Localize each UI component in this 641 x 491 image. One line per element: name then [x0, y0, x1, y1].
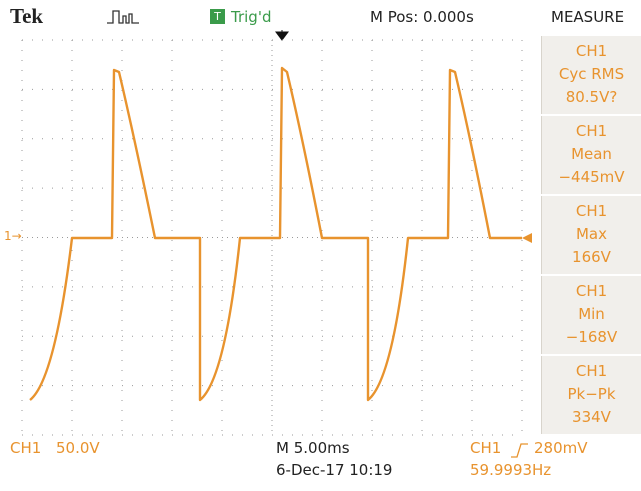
position: M Pos: 0.000s [370, 8, 474, 26]
measure-value: −445mV [558, 168, 625, 186]
acquire-icon [107, 10, 139, 24]
trigger-status: Trig'd [231, 8, 272, 26]
measure-box[interactable]: CH1 Mean −445mV [541, 116, 641, 194]
measure-label: Pk−Pk [567, 385, 616, 403]
measure-value: 166V [572, 248, 611, 266]
trigger-level: 280mV [534, 439, 588, 457]
measure-value: −168V [565, 328, 618, 346]
trigger-source: CH1 [470, 439, 502, 457]
brand: Tek [10, 4, 44, 28]
measure-channel: CH1 [575, 122, 608, 140]
frequency: 59.9993Hz [470, 461, 552, 479]
trigger-level-marker [522, 233, 532, 243]
datetime: 6-Dec-17 10:19 [276, 461, 393, 479]
measure-channel: CH1 [575, 202, 608, 220]
trigger-badge: T [210, 9, 225, 24]
measure-box[interactable]: CH1 Max 166V [541, 196, 641, 274]
waveform [29, 66, 522, 402]
channel-marker: 1→ [4, 229, 22, 243]
measure-label: Cyc RMS [558, 65, 625, 83]
timebase: M 5.00ms [276, 439, 350, 457]
measure-value: 334V [572, 408, 611, 426]
measure-box[interactable]: CH1 Pk−Pk 334V [541, 356, 641, 434]
measure-title: MEASURE [551, 8, 625, 26]
trigger-position-marker [275, 30, 289, 41]
measure-channel: CH1 [575, 282, 608, 300]
measure-value: 80.5V? [565, 88, 618, 106]
measure-label: Min [578, 305, 605, 323]
measure-label: Max [575, 225, 607, 243]
channel-scale: 50.0V [56, 439, 100, 457]
edge-icon [511, 443, 528, 458]
measure-box[interactable]: CH1 Cyc RMS 80.5V? [541, 36, 641, 114]
measure-label: Mean [571, 145, 612, 163]
graticule [21, 30, 532, 436]
channel: CH1 [10, 439, 42, 457]
measure-channel: CH1 [575, 362, 608, 380]
measure-channel: CH1 [575, 42, 608, 60]
channel-marker-label: 1 [4, 229, 12, 243]
measure-box[interactable]: CH1 Min −168V [541, 276, 641, 354]
